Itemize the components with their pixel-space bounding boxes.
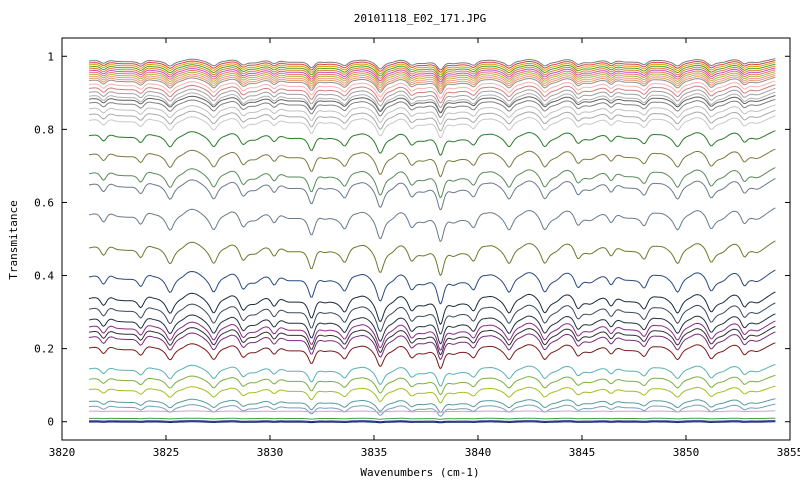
- x-tick-label: 3845: [569, 446, 596, 459]
- x-tick-label: 3850: [673, 446, 700, 459]
- spectrum-series-line: [88, 302, 776, 335]
- spectrum-series-line: [88, 104, 776, 125]
- spectrum-series-line: [88, 73, 776, 90]
- plot-frame: [61, 37, 791, 441]
- spectrum-series-line: [88, 374, 776, 396]
- y-tick-label: 0.4: [34, 270, 54, 283]
- y-tick-label: 0.2: [34, 343, 54, 356]
- spectrum-series-line: [88, 398, 776, 413]
- spectrum-series-line: [88, 69, 776, 85]
- series-layer: [88, 58, 776, 424]
- spectrum-series-line: [88, 80, 776, 99]
- spectrum-series-line: [88, 207, 776, 243]
- y-tick-label: 0.6: [34, 196, 54, 209]
- x-tick-label: 3830: [257, 446, 284, 459]
- spectrum-series-line: [88, 67, 776, 83]
- spectrum-series-line: [88, 109, 776, 132]
- spectrum-series-line: [88, 84, 776, 104]
- y-tick-label: 1: [47, 50, 54, 63]
- spectrum-series-line: [89, 417, 776, 420]
- spectrum-series-line: [88, 291, 776, 325]
- spectrum-series-line: [88, 148, 776, 178]
- spectrum-series-line: [88, 95, 776, 114]
- spectrum-series-line: [88, 130, 776, 156]
- spectrum-series-line: [88, 58, 776, 71]
- chart-title: 20101118_E02_171.JPG: [354, 12, 486, 25]
- spectrum-series-line: [88, 63, 776, 78]
- spectrum-series-line: [88, 342, 776, 370]
- spectrum-series-line: [88, 240, 776, 277]
- x-tick-label: 3855: [777, 446, 800, 459]
- spectrum-series-line: [88, 65, 776, 80]
- x-tick-label: 3825: [153, 446, 180, 459]
- spectrum-series-line: [89, 420, 776, 423]
- y-tick-label: 0.8: [34, 123, 54, 136]
- spectrum-series-line: [88, 74, 776, 92]
- spectrum-series-line: [88, 98, 776, 119]
- spectrum-series-line: [88, 364, 776, 387]
- spectrum-series-line: [88, 91, 776, 113]
- spectrum-series-line: [88, 326, 776, 356]
- spectrum-series-line: [88, 76, 776, 95]
- spectrum-series-line: [88, 87, 776, 109]
- spectrum-series-line: [88, 385, 776, 404]
- y-tick-label: 0: [47, 416, 54, 429]
- spectrum-series-line: [88, 71, 776, 88]
- spectrum-series-line: [89, 60, 776, 73]
- spectrum-series-line: [88, 410, 776, 413]
- spectrum-series-line: [88, 61, 776, 76]
- spectrum-series-line: [88, 115, 776, 139]
- spectrum-series-line: [88, 331, 776, 361]
- spectrum-series-line: [88, 167, 776, 199]
- x-axis-title: Wavenumbers (cm-1): [360, 466, 479, 479]
- x-tick-label: 3835: [361, 446, 388, 459]
- spectrum-series-line: [88, 403, 776, 417]
- spectrum-series-line: [88, 269, 776, 305]
- spectrum-series-line: [89, 421, 776, 424]
- spectrum-series-line: [88, 178, 776, 211]
- spectrum-series-line: [88, 313, 776, 345]
- y-axis-title: Transmitance: [7, 200, 20, 279]
- x-tick-label: 3840: [465, 446, 492, 459]
- x-tick-label: 3820: [49, 446, 76, 459]
- axes-layer: 3820 3825 3830 3835 3840 3845 3850 3855 0 0.2 0.4 0…: [34, 37, 800, 459]
- spectrum-series-line: [88, 320, 776, 351]
